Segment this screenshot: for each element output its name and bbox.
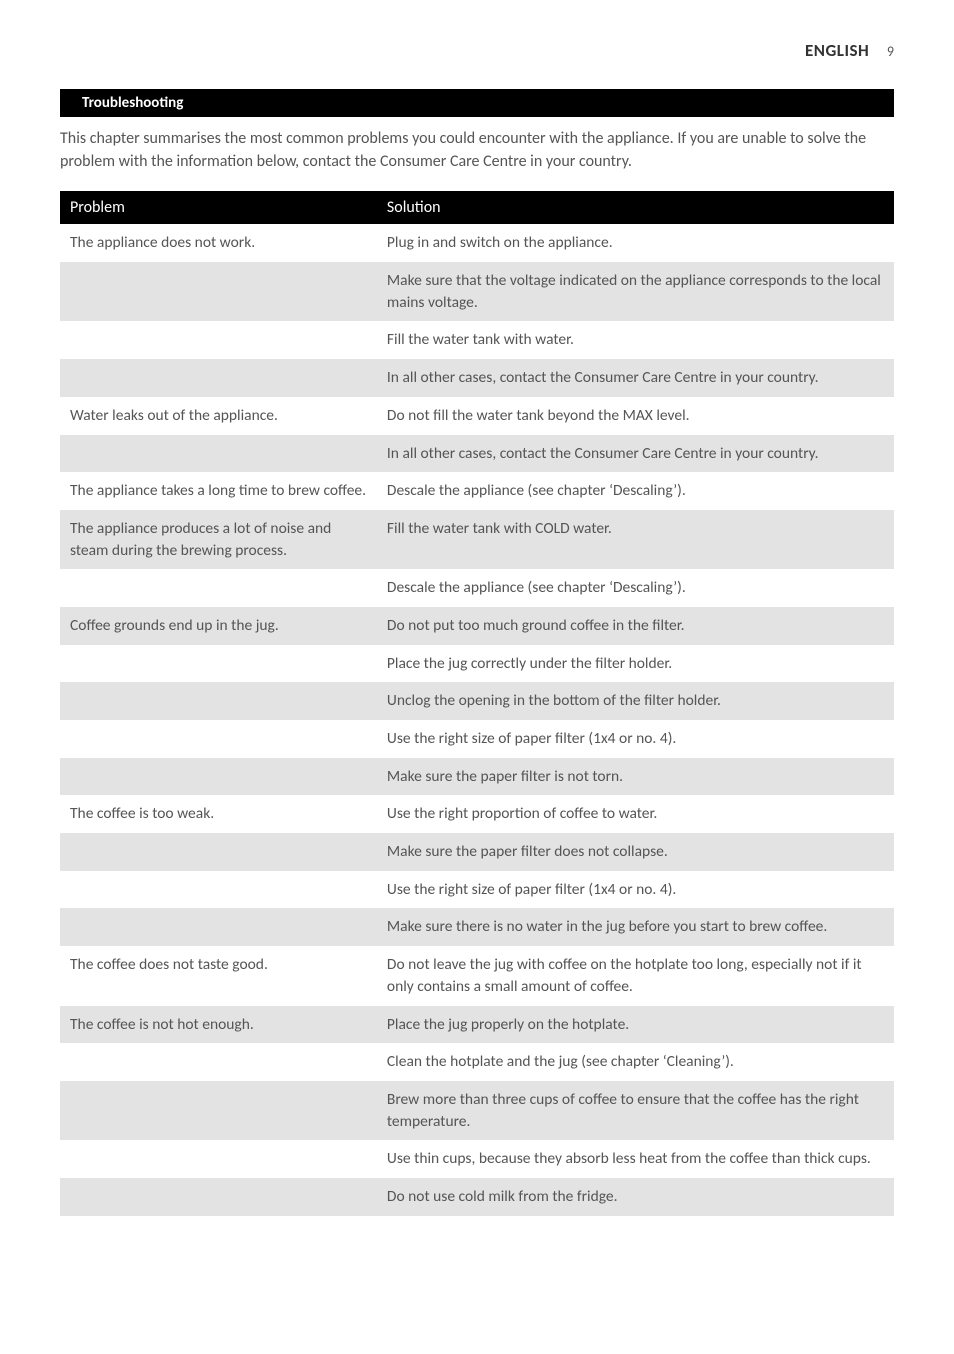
- cell-problem: The appliance produces a lot of noise an…: [60, 510, 377, 569]
- cell-solution: Use the right size of paper filter (1x4 …: [377, 871, 894, 909]
- table-row: Clean the hotplate and the jug (see chap…: [60, 1043, 894, 1081]
- cell-solution: Make sure the paper filter is not torn.: [377, 758, 894, 796]
- table-row: The appliance produces a lot of noise an…: [60, 510, 894, 569]
- cell-problem: [60, 321, 377, 359]
- cell-problem: The coffee is too weak.: [60, 795, 377, 833]
- table-row: The coffee is too weak.Use the right pro…: [60, 795, 894, 833]
- table-row: In all other cases, contact the Consumer…: [60, 435, 894, 473]
- table-row: Use the right size of paper filter (1x4 …: [60, 720, 894, 758]
- table-row: Do not use cold milk from the fridge.: [60, 1178, 894, 1216]
- cell-problem: [60, 833, 377, 871]
- cell-problem: The coffee is not hot enough.: [60, 1006, 377, 1044]
- cell-solution: Descale the appliance (see chapter ‘Desc…: [377, 472, 894, 510]
- cell-solution: Plug in and switch on the appliance.: [377, 224, 894, 262]
- table-row: Place the jug correctly under the filter…: [60, 645, 894, 683]
- cell-solution: Fill the water tank with water.: [377, 321, 894, 359]
- table-row: The appliance does not work.Plug in and …: [60, 224, 894, 262]
- table-row: The coffee is not hot enough.Place the j…: [60, 1006, 894, 1044]
- cell-problem: Coffee grounds end up in the jug.: [60, 607, 377, 645]
- table-row: Make sure there is no water in the jug b…: [60, 908, 894, 946]
- table-row: Make sure the paper filter is not torn.: [60, 758, 894, 796]
- table-row: Use the right size of paper filter (1x4 …: [60, 871, 894, 909]
- cell-solution: Make sure that the voltage indicated on …: [377, 262, 894, 321]
- cell-problem: [60, 645, 377, 683]
- cell-problem: [60, 1043, 377, 1081]
- table-row: Water leaks out of the appliance.Do not …: [60, 397, 894, 435]
- cell-solution: Use the right size of paper filter (1x4 …: [377, 720, 894, 758]
- col-header-problem: Problem: [60, 191, 377, 224]
- table-row: Make sure that the voltage indicated on …: [60, 262, 894, 321]
- cell-problem: [60, 1178, 377, 1216]
- cell-solution: Do not put too much ground coffee in the…: [377, 607, 894, 645]
- cell-solution: Do not leave the jug with coffee on the …: [377, 946, 894, 1005]
- table-row: Make sure the paper filter does not coll…: [60, 833, 894, 871]
- cell-solution: Place the jug properly on the hotplate.: [377, 1006, 894, 1044]
- table-header-row: Problem Solution: [60, 191, 894, 224]
- table-row: Coffee grounds end up in the jug.Do not …: [60, 607, 894, 645]
- cell-solution: Descale the appliance (see chapter ‘Desc…: [377, 569, 894, 607]
- page-header: ENGLISH 9: [60, 40, 894, 61]
- troubleshooting-table: Problem Solution The appliance does not …: [60, 191, 894, 1215]
- table-row: Descale the appliance (see chapter ‘Desc…: [60, 569, 894, 607]
- cell-solution: Make sure the paper filter does not coll…: [377, 833, 894, 871]
- cell-problem: [60, 682, 377, 720]
- table-row: The coffee does not taste good.Do not le…: [60, 946, 894, 1005]
- table-row: The appliance takes a long time to brew …: [60, 472, 894, 510]
- cell-solution: Make sure there is no water in the jug b…: [377, 908, 894, 946]
- cell-solution: In all other cases, contact the Consumer…: [377, 359, 894, 397]
- cell-problem: Water leaks out of the appliance.: [60, 397, 377, 435]
- table-row: Unclog the opening in the bottom of the …: [60, 682, 894, 720]
- cell-solution: Do not use cold milk from the fridge.: [377, 1178, 894, 1216]
- table-row: In all other cases, contact the Consumer…: [60, 359, 894, 397]
- cell-problem: [60, 569, 377, 607]
- cell-solution: Unclog the opening in the bottom of the …: [377, 682, 894, 720]
- cell-solution: Fill the water tank with COLD water.: [377, 510, 894, 569]
- cell-problem: [60, 1140, 377, 1178]
- cell-problem: The appliance does not work.: [60, 224, 377, 262]
- cell-solution: Use the right proportion of coffee to wa…: [377, 795, 894, 833]
- cell-solution: Use thin cups, because they absorb less …: [377, 1140, 894, 1178]
- cell-problem: [60, 262, 377, 321]
- cell-problem: [60, 720, 377, 758]
- cell-problem: [60, 359, 377, 397]
- cell-solution: Brew more than three cups of coffee to e…: [377, 1081, 894, 1140]
- table-row: Fill the water tank with water.: [60, 321, 894, 359]
- cell-problem: [60, 908, 377, 946]
- cell-problem: [60, 1081, 377, 1140]
- cell-problem: [60, 758, 377, 796]
- cell-solution: Do not fill the water tank beyond the MA…: [377, 397, 894, 435]
- col-header-solution: Solution: [377, 191, 894, 224]
- table-body: The appliance does not work.Plug in and …: [60, 224, 894, 1215]
- language-label: ENGLISH: [805, 40, 869, 61]
- table-row: Brew more than three cups of coffee to e…: [60, 1081, 894, 1140]
- cell-solution: In all other cases, contact the Consumer…: [377, 435, 894, 473]
- cell-problem: [60, 871, 377, 909]
- cell-problem: The appliance takes a long time to brew …: [60, 472, 377, 510]
- cell-problem: [60, 435, 377, 473]
- cell-solution: Place the jug correctly under the filter…: [377, 645, 894, 683]
- section-intro: This chapter summarises the most common …: [60, 127, 894, 173]
- cell-problem: The coffee does not taste good.: [60, 946, 377, 1005]
- table-row: Use thin cups, because they absorb less …: [60, 1140, 894, 1178]
- section-title: Troubleshooting: [60, 89, 894, 117]
- cell-solution: Clean the hotplate and the jug (see chap…: [377, 1043, 894, 1081]
- page-number: 9: [887, 43, 894, 60]
